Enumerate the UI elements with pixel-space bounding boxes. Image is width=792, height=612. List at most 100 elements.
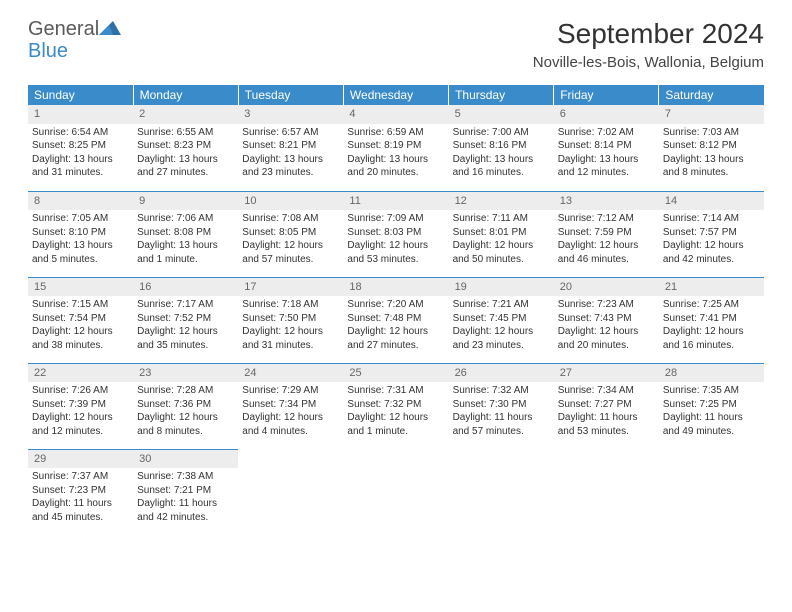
day-number: 27: [554, 364, 659, 383]
daylight-line: Daylight: 12 hours and 27 minutes.: [347, 325, 444, 352]
calendar-cell: 23Sunrise: 7:28 AMSunset: 7:36 PMDayligh…: [133, 363, 238, 449]
sunrise-line: Sunrise: 7:31 AM: [347, 384, 444, 398]
calendar-cell: [554, 449, 659, 535]
daylight-line: Daylight: 12 hours and 42 minutes.: [663, 239, 760, 266]
sunrise-line: Sunrise: 6:59 AM: [347, 126, 444, 140]
sunset-line: Sunset: 7:45 PM: [453, 312, 550, 326]
day-header: Monday: [133, 85, 238, 105]
day-number: 12: [449, 192, 554, 211]
day-number: 10: [238, 192, 343, 211]
daylight-line: Daylight: 11 hours and 57 minutes.: [453, 411, 550, 438]
calendar-cell: [238, 449, 343, 535]
sunrise-line: Sunrise: 6:54 AM: [32, 126, 129, 140]
logo-word-blue: Blue: [28, 40, 68, 62]
day-number: 7: [659, 105, 764, 124]
calendar-body: 1Sunrise: 6:54 AMSunset: 8:25 PMDaylight…: [28, 105, 764, 535]
calendar-cell: [449, 449, 554, 535]
calendar-cell: 19Sunrise: 7:21 AMSunset: 7:45 PMDayligh…: [449, 277, 554, 363]
calendar-cell: 16Sunrise: 7:17 AMSunset: 7:52 PMDayligh…: [133, 277, 238, 363]
sunset-line: Sunset: 8:05 PM: [242, 226, 339, 240]
sunset-line: Sunset: 7:27 PM: [558, 398, 655, 412]
sunset-line: Sunset: 7:48 PM: [347, 312, 444, 326]
daylight-line: Daylight: 13 hours and 8 minutes.: [663, 153, 760, 180]
sunset-line: Sunset: 7:21 PM: [137, 484, 234, 498]
calendar-cell: [659, 449, 764, 535]
sunset-line: Sunset: 7:39 PM: [32, 398, 129, 412]
calendar-cell: 10Sunrise: 7:08 AMSunset: 8:05 PMDayligh…: [238, 191, 343, 277]
day-number: 26: [449, 364, 554, 383]
sunrise-line: Sunrise: 7:20 AM: [347, 298, 444, 312]
calendar-cell: 1 Sunrise: 6:54 AMSunset: 8:25 PMDaylight…: [28, 105, 133, 191]
daylight-line: Daylight: 12 hours and 57 minutes.: [242, 239, 339, 266]
sunrise-line: Sunrise: 6:55 AM: [137, 126, 234, 140]
header-right: September 2024 Noville-les-Bois, Walloni…: [533, 18, 764, 71]
sunset-line: Sunset: 8:19 PM: [347, 139, 444, 153]
day-number: 1: [28, 105, 133, 124]
day-number: 9: [133, 192, 238, 211]
calendar-cell: 15Sunrise: 7:15 AMSunset: 7:54 PMDayligh…: [28, 277, 133, 363]
calendar-cell: 20Sunrise: 7:23 AMSunset: 7:43 PMDayligh…: [554, 277, 659, 363]
calendar-cell: 21Sunrise: 7:25 AMSunset: 7:41 PMDayligh…: [659, 277, 764, 363]
sunset-line: Sunset: 7:32 PM: [347, 398, 444, 412]
logo-triangle-icon: [99, 18, 121, 40]
sunrise-line: Sunrise: 7:28 AM: [137, 384, 234, 398]
daylight-line: Daylight: 13 hours and 31 minutes.: [32, 153, 129, 180]
sunrise-line: Sunrise: 7:09 AM: [347, 212, 444, 226]
day-number: 22: [28, 364, 133, 383]
daylight-line: Daylight: 12 hours and 1 minute.: [347, 411, 444, 438]
calendar-cell: 3Sunrise: 6:57 AMSunset: 8:21 PMDaylight…: [238, 105, 343, 191]
daylight-line: Daylight: 12 hours and 31 minutes.: [242, 325, 339, 352]
day-number: 18: [343, 278, 448, 297]
sunrise-line: Sunrise: 7:03 AM: [663, 126, 760, 140]
day-header: Tuesday: [238, 85, 343, 105]
daylight-line: Daylight: 13 hours and 16 minutes.: [453, 153, 550, 180]
day-number: 19: [449, 278, 554, 297]
sunrise-line: Sunrise: 7:11 AM: [453, 212, 550, 226]
sunrise-line: Sunrise: 7:32 AM: [453, 384, 550, 398]
day-number: 15: [28, 278, 133, 297]
calendar-cell: 12Sunrise: 7:11 AMSunset: 8:01 PMDayligh…: [449, 191, 554, 277]
day-number: 17: [238, 278, 343, 297]
sunset-line: Sunset: 8:21 PM: [242, 139, 339, 153]
sunrise-line: Sunrise: 7:29 AM: [242, 384, 339, 398]
sunrise-line: Sunrise: 7:26 AM: [32, 384, 129, 398]
page-header: General Blue September 2024 Noville-les-…: [28, 18, 764, 71]
sunset-line: Sunset: 7:34 PM: [242, 398, 339, 412]
calendar-cell: 26Sunrise: 7:32 AMSunset: 7:30 PMDayligh…: [449, 363, 554, 449]
day-header: Saturday: [659, 85, 764, 105]
sunrise-line: Sunrise: 7:14 AM: [663, 212, 760, 226]
daylight-line: Daylight: 11 hours and 49 minutes.: [663, 411, 760, 438]
daylight-line: Daylight: 12 hours and 20 minutes.: [558, 325, 655, 352]
sunrise-line: Sunrise: 7:21 AM: [453, 298, 550, 312]
sunrise-line: Sunrise: 7:17 AM: [137, 298, 234, 312]
calendar-cell: 8Sunrise: 7:05 AMSunset: 8:10 PMDaylight…: [28, 191, 133, 277]
day-number: 25: [343, 364, 448, 383]
daylight-line: Daylight: 12 hours and 38 minutes.: [32, 325, 129, 352]
sunset-line: Sunset: 7:43 PM: [558, 312, 655, 326]
daylight-line: Daylight: 12 hours and 53 minutes.: [347, 239, 444, 266]
calendar-cell: 14Sunrise: 7:14 AMSunset: 7:57 PMDayligh…: [659, 191, 764, 277]
day-header: Thursday: [449, 85, 554, 105]
day-number: 11: [343, 192, 448, 211]
sunrise-line: Sunrise: 7:37 AM: [32, 470, 129, 484]
sunset-line: Sunset: 7:25 PM: [663, 398, 760, 412]
sunset-line: Sunset: 8:16 PM: [453, 139, 550, 153]
sunrise-line: Sunrise: 6:57 AM: [242, 126, 339, 140]
calendar-cell: 13Sunrise: 7:12 AMSunset: 7:59 PMDayligh…: [554, 191, 659, 277]
daylight-line: Daylight: 11 hours and 42 minutes.: [137, 497, 234, 524]
daylight-line: Daylight: 12 hours and 8 minutes.: [137, 411, 234, 438]
sunset-line: Sunset: 8:25 PM: [32, 139, 129, 153]
daylight-line: Daylight: 12 hours and 12 minutes.: [32, 411, 129, 438]
day-number: 21: [659, 278, 764, 297]
calendar-table: SundayMondayTuesdayWednesdayThursdayFrid…: [28, 85, 764, 535]
sunrise-line: Sunrise: 7:25 AM: [663, 298, 760, 312]
calendar-cell: 30Sunrise: 7:38 AMSunset: 7:21 PMDayligh…: [133, 449, 238, 535]
daylight-line: Daylight: 12 hours and 46 minutes.: [558, 239, 655, 266]
sunset-line: Sunset: 7:54 PM: [32, 312, 129, 326]
sunrise-line: Sunrise: 7:06 AM: [137, 212, 234, 226]
day-number: 3: [238, 105, 343, 124]
day-number: 29: [28, 450, 133, 469]
sunrise-line: Sunrise: 7:02 AM: [558, 126, 655, 140]
day-number: 6: [554, 105, 659, 124]
sunrise-line: Sunrise: 7:08 AM: [242, 212, 339, 226]
